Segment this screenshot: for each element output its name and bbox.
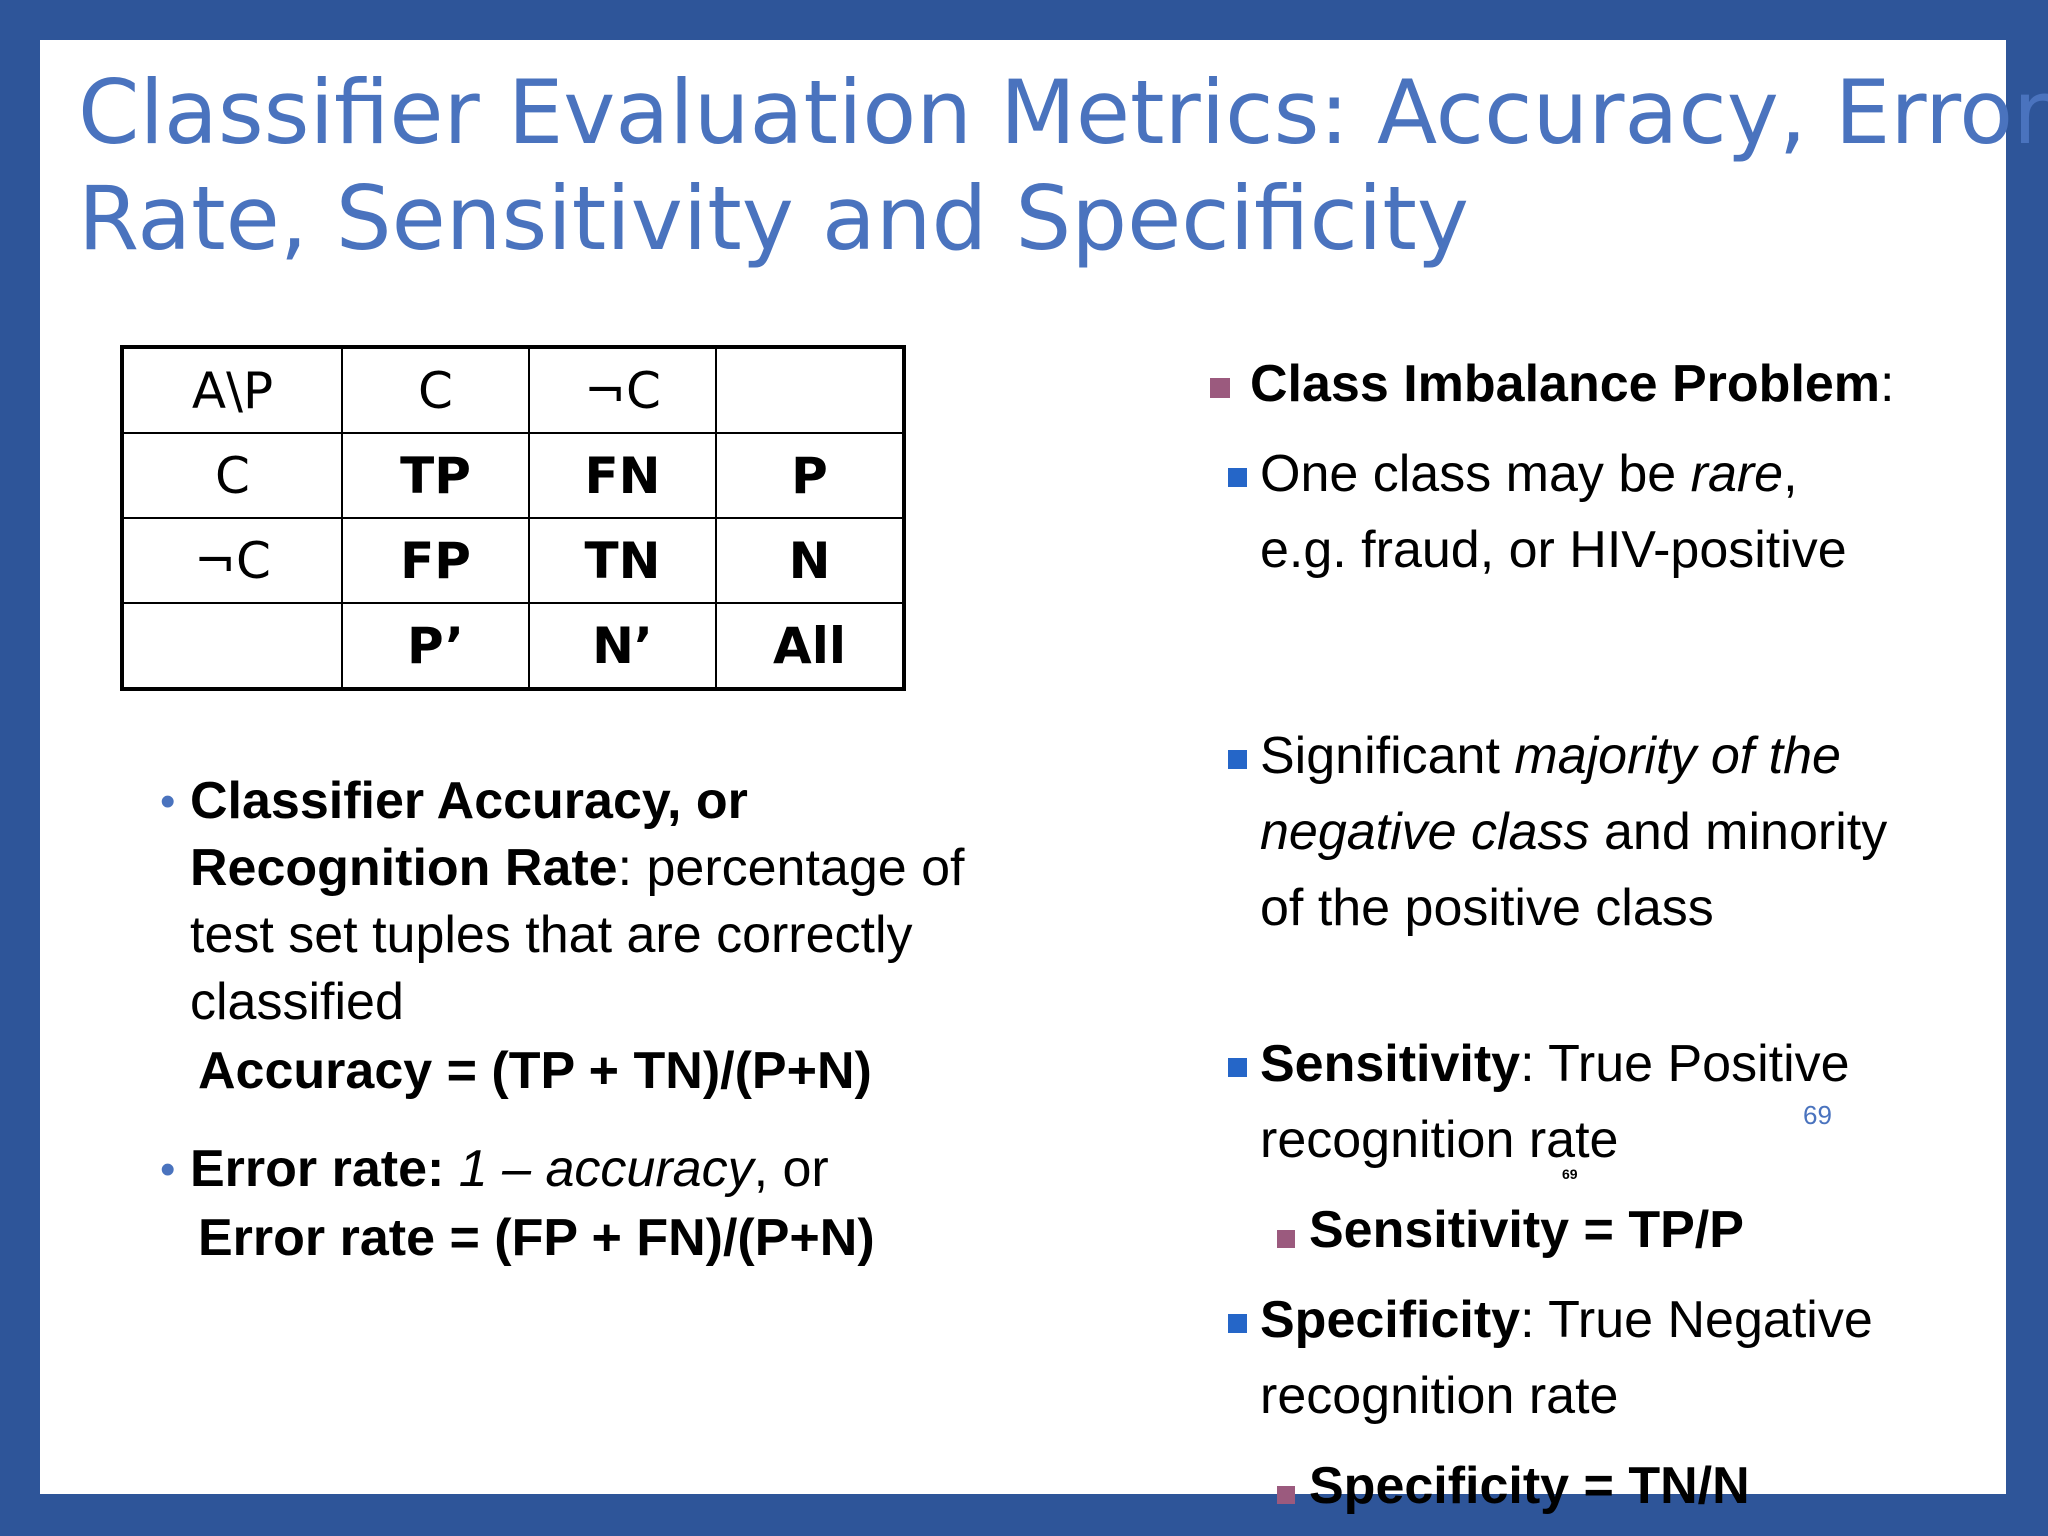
matrix-cell: C	[121, 432, 343, 519]
majority-text-end: and minority of the positive class	[1260, 803, 1888, 937]
square-bullet-icon	[1228, 1314, 1247, 1333]
specificity-item: Specificity: True Negative recognition r…	[1260, 1282, 1980, 1434]
matrix-cell: P’	[341, 602, 530, 690]
accuracy-bullet: • Classifier Accuracy, or Recognition Ra…	[158, 768, 1058, 1036]
sensitivity-formula-text: Sensitivity = TP/P	[1309, 1201, 1744, 1259]
class-imbalance-heading: Class Imbalance Problem:	[1250, 346, 1950, 422]
confusion-matrix: A\P C ¬C C TP FN P ¬C FP TN N P’ N’ All	[120, 345, 906, 691]
matrix-cell: N’	[528, 602, 717, 690]
square-bullet-icon	[1277, 1230, 1295, 1248]
matrix-row: ¬C FP TN N	[121, 517, 905, 604]
accuracy-description: : percentage of test set tuples that are…	[190, 839, 965, 1031]
bullet-dot-icon: •	[160, 777, 176, 826]
rare-text-emphasis: rare	[1690, 445, 1784, 503]
bullet-dot-icon: •	[160, 1145, 176, 1194]
slide-title: Classifier Evaluation Metrics: Accuracy,…	[78, 60, 2048, 272]
error-rate-formula: Error rate = (FP + FN)/(P+N)	[198, 1209, 875, 1267]
specificity-formula: Specificity = TN/N	[1309, 1448, 1909, 1524]
square-bullet-icon	[1228, 750, 1247, 769]
majority-text-start: Significant	[1260, 727, 1515, 785]
title-line-1: Classifier Evaluation Metrics: Accuracy,…	[78, 61, 2048, 164]
rare-class-item: One class may be rare, e.g. fraud, or HI…	[1260, 436, 1860, 588]
square-bullet-icon	[1228, 1058, 1247, 1077]
class-imbalance-term: Class Imbalance Problem	[1250, 355, 1881, 413]
matrix-cell: All	[715, 602, 905, 690]
error-rate-term: Error rate:	[190, 1140, 445, 1198]
specificity-formula-text: Specificity = TN/N	[1309, 1457, 1750, 1515]
sensitivity-term: Sensitivity	[1260, 1035, 1521, 1093]
majority-class-item: Significant majority of the negative cla…	[1260, 718, 1910, 946]
rare-text-start: One class may be	[1260, 445, 1691, 503]
matrix-cell: ¬C	[528, 346, 717, 434]
matrix-cell: TN	[528, 517, 717, 604]
overlay-page-number: 69	[1562, 1166, 1578, 1182]
matrix-cell: FP	[341, 517, 530, 604]
matrix-row: A\P C ¬C	[121, 346, 905, 434]
class-imbalance-colon: :	[1880, 355, 1895, 413]
title-line-2: Rate, Sensitivity and Specificity	[78, 167, 1469, 270]
matrix-cell: ¬C	[121, 517, 343, 604]
square-bullet-icon	[1210, 378, 1230, 398]
matrix-cell: P	[715, 432, 905, 519]
sensitivity-formula: Sensitivity = TP/P	[1309, 1192, 1909, 1268]
error-rate-expression: 1 – accuracy	[458, 1140, 754, 1198]
matrix-cell: FN	[528, 432, 717, 519]
accuracy-formula: Accuracy = (TP + TN)/(P+N)	[198, 1042, 872, 1100]
matrix-cell: C	[341, 346, 530, 434]
sensitivity-item: Sensitivity: True Positive recognition r…	[1260, 1026, 1980, 1178]
error-rate-bullet: • Error rate: 1 – accuracy, or	[158, 1136, 1058, 1203]
matrix-cell: A\P	[121, 346, 343, 434]
matrix-cell: N	[715, 517, 905, 604]
sensitivity-description: : True Positive recognition rate	[1260, 1035, 1850, 1169]
majority-text-emphasis: majority of the negative class	[1260, 727, 1841, 861]
rare-text-end: , e.g. fraud, or HIV-positive	[1260, 445, 1847, 579]
specificity-term: Specificity	[1260, 1291, 1521, 1349]
matrix-row: C TP FN P	[121, 432, 905, 519]
error-rate-suffix: , or	[753, 1140, 829, 1198]
specificity-description: : True Negative recognition rate	[1260, 1291, 1873, 1425]
matrix-cell	[715, 346, 905, 434]
slide: Classifier Evaluation Metrics: Accuracy,…	[40, 40, 2048, 1515]
matrix-cell	[121, 602, 343, 690]
accuracy-term: Classifier Accuracy, or Recognition Rate	[190, 772, 748, 897]
square-bullet-icon	[1228, 468, 1247, 487]
matrix-row: P’ N’ All	[121, 602, 905, 690]
page-number: 69	[1803, 1100, 1832, 1130]
matrix-cell: TP	[341, 432, 530, 519]
left-bullet-list: • Classifier Accuracy, or Recognition Ra…	[158, 768, 1058, 1273]
square-bullet-icon	[1277, 1486, 1295, 1504]
